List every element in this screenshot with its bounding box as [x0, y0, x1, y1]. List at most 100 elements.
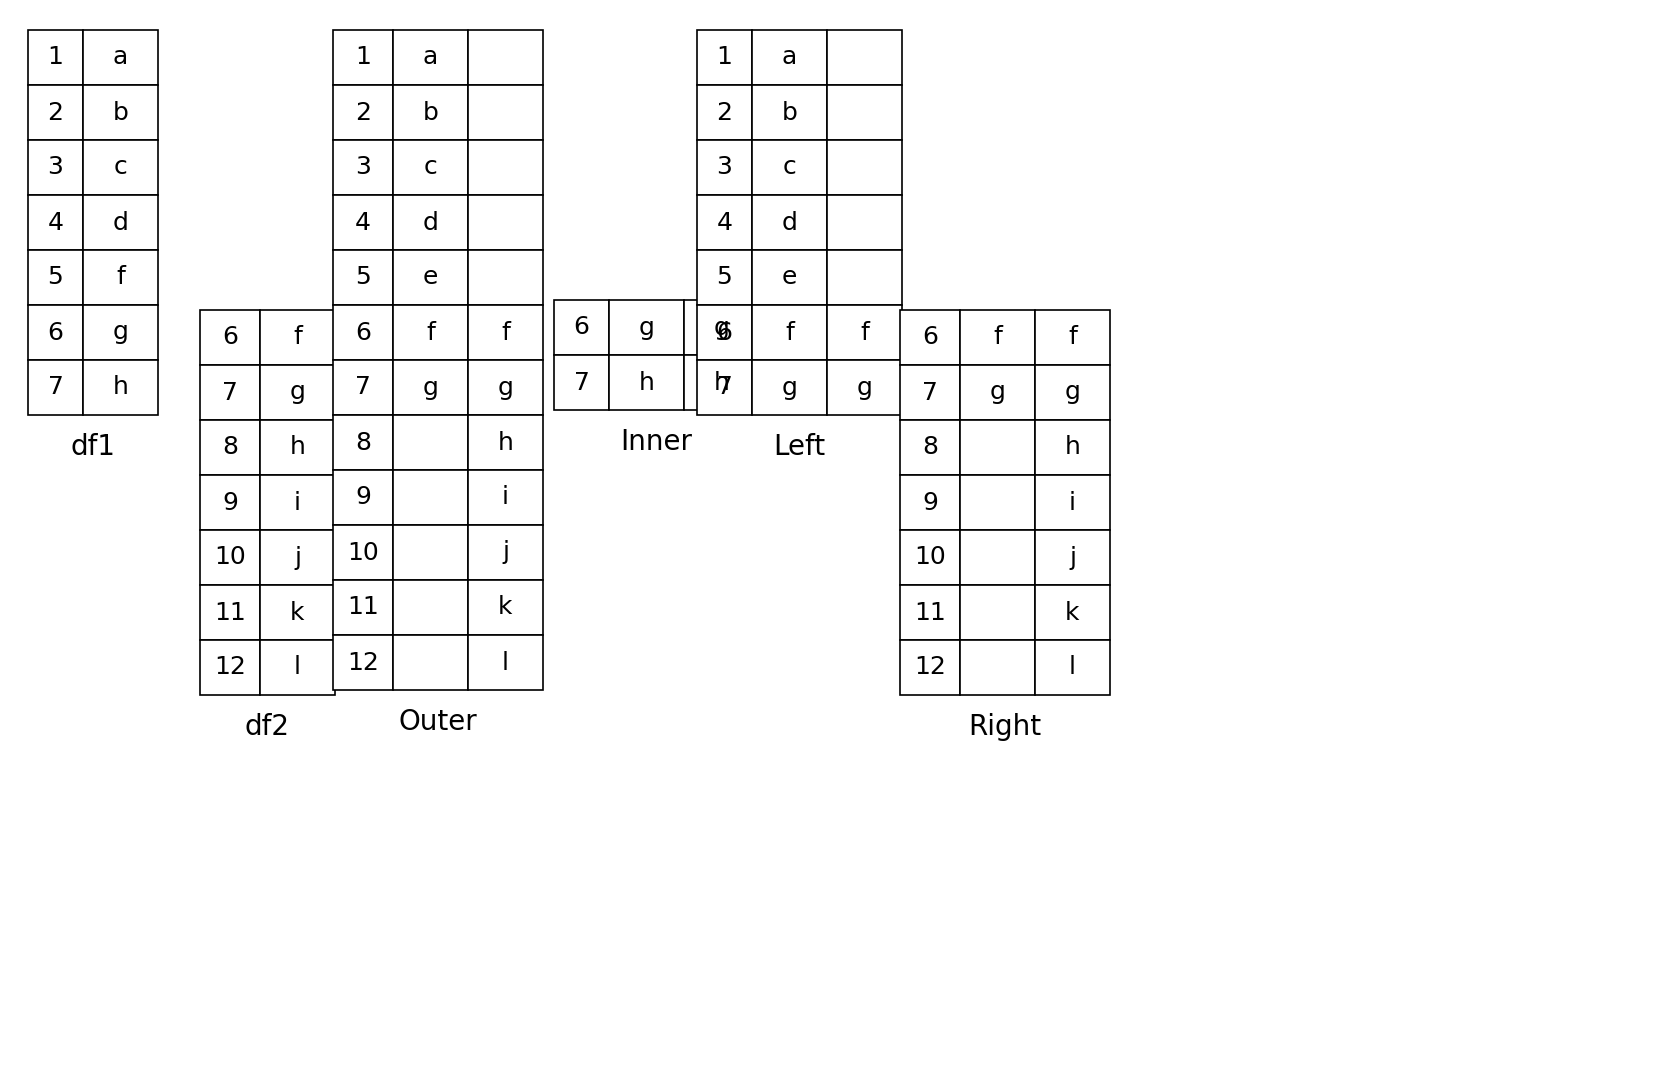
Text: f: f — [116, 266, 125, 289]
Text: 3: 3 — [354, 156, 371, 179]
Bar — [333, 140, 393, 195]
Text: 11: 11 — [346, 596, 379, 619]
Bar — [468, 580, 542, 635]
Text: i: i — [295, 490, 301, 515]
Text: 4: 4 — [716, 210, 732, 235]
Text: 2: 2 — [716, 100, 732, 125]
Text: i: i — [503, 486, 509, 509]
Bar — [900, 365, 960, 420]
Text: 6: 6 — [922, 326, 937, 349]
Text: 4: 4 — [48, 210, 63, 235]
Bar — [1035, 475, 1110, 530]
Text: 7: 7 — [221, 380, 238, 405]
Text: k: k — [290, 600, 305, 625]
Bar — [83, 305, 158, 360]
Text: a: a — [423, 46, 438, 69]
Bar — [1035, 310, 1110, 365]
Bar — [468, 30, 542, 85]
Text: l: l — [503, 650, 509, 675]
Bar — [960, 365, 1035, 420]
Bar — [83, 85, 158, 140]
Bar — [28, 305, 83, 360]
Bar — [752, 360, 827, 415]
Text: Left: Left — [774, 433, 825, 461]
Text: 6: 6 — [354, 320, 371, 345]
Text: k: k — [1065, 600, 1078, 625]
Text: h: h — [714, 371, 729, 394]
Text: 11: 11 — [215, 600, 246, 625]
Bar — [393, 415, 468, 470]
Bar — [200, 420, 260, 475]
Bar — [333, 525, 393, 580]
Bar — [697, 250, 752, 305]
Bar — [684, 355, 759, 410]
Bar — [960, 475, 1035, 530]
Bar — [697, 85, 752, 140]
Text: 7: 7 — [48, 376, 63, 399]
Text: 10: 10 — [914, 546, 945, 569]
Text: b: b — [113, 100, 128, 125]
Bar — [393, 525, 468, 580]
Text: e: e — [423, 266, 438, 289]
Text: 9: 9 — [354, 486, 371, 509]
Bar — [827, 30, 902, 85]
Bar — [697, 30, 752, 85]
Bar — [260, 530, 334, 585]
Text: j: j — [503, 540, 509, 565]
Text: c: c — [423, 156, 438, 179]
Text: i: i — [1068, 490, 1075, 515]
Bar — [827, 85, 902, 140]
Bar — [333, 195, 393, 250]
Text: f: f — [992, 326, 1002, 349]
Text: Right: Right — [968, 713, 1042, 741]
Text: 12: 12 — [215, 656, 246, 679]
Text: l: l — [1068, 656, 1075, 679]
Bar — [900, 475, 960, 530]
Text: 8: 8 — [922, 436, 937, 459]
Text: 7: 7 — [716, 376, 732, 399]
Text: d: d — [780, 210, 797, 235]
Bar — [960, 530, 1035, 585]
Bar — [200, 585, 260, 640]
Bar — [28, 195, 83, 250]
Bar — [697, 140, 752, 195]
Text: f: f — [860, 320, 869, 345]
Text: 7: 7 — [922, 380, 937, 405]
Bar — [468, 250, 542, 305]
Bar — [752, 140, 827, 195]
Bar — [752, 250, 827, 305]
Text: g: g — [113, 320, 128, 345]
Text: 5: 5 — [48, 266, 63, 289]
Text: j: j — [1068, 546, 1075, 569]
Text: 2: 2 — [354, 100, 371, 125]
Bar — [684, 300, 759, 355]
Bar — [260, 310, 334, 365]
Text: 8: 8 — [221, 436, 238, 459]
Bar — [900, 530, 960, 585]
Bar — [393, 85, 468, 140]
Bar — [468, 85, 542, 140]
Bar — [900, 640, 960, 695]
Text: 5: 5 — [354, 266, 371, 289]
Text: 7: 7 — [572, 371, 589, 394]
Bar — [260, 365, 334, 420]
Bar — [900, 585, 960, 640]
Bar — [393, 635, 468, 690]
Bar — [900, 420, 960, 475]
Bar — [468, 415, 542, 470]
Bar — [554, 355, 609, 410]
Text: 9: 9 — [922, 490, 937, 515]
Text: g: g — [423, 376, 438, 399]
Bar — [960, 585, 1035, 640]
Bar — [83, 195, 158, 250]
Text: 12: 12 — [346, 650, 379, 675]
Text: a: a — [113, 46, 128, 69]
Bar — [468, 635, 542, 690]
Bar — [200, 365, 260, 420]
Bar — [1035, 585, 1110, 640]
Bar — [83, 30, 158, 85]
Bar — [28, 85, 83, 140]
Text: g: g — [780, 376, 797, 399]
Text: f: f — [1067, 326, 1077, 349]
Bar — [28, 30, 83, 85]
